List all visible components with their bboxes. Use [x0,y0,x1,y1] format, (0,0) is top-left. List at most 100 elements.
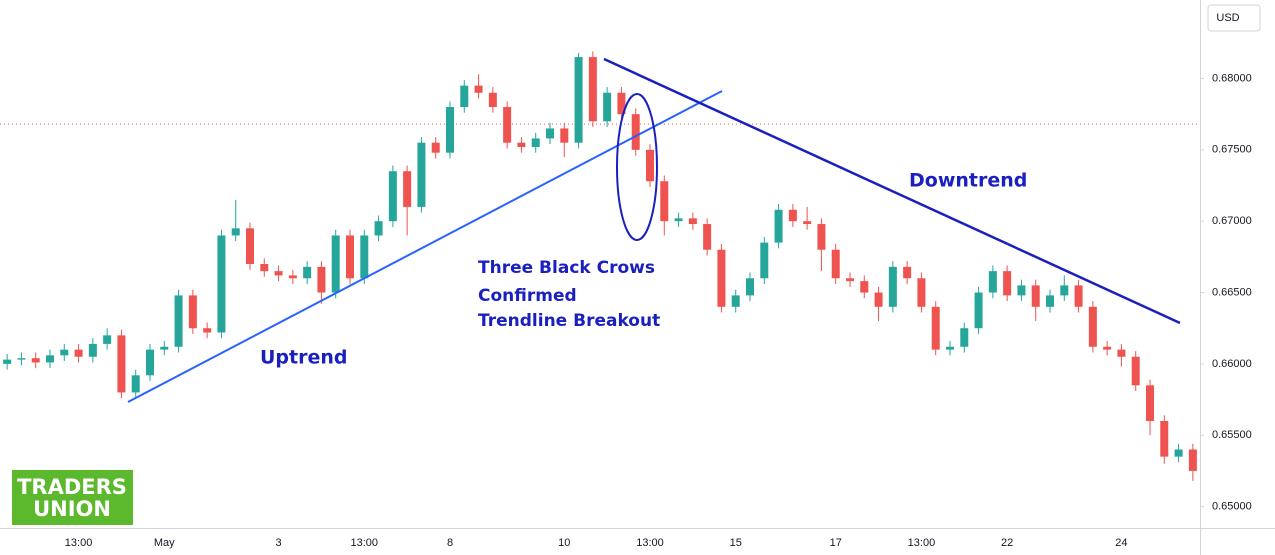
candle-body [417,142,426,207]
annotation: Trendline Breakout [478,311,660,331]
candle-body [474,85,483,93]
candle-body [1060,285,1069,296]
candle-body [974,292,983,329]
annotation: Confirmed [478,286,577,306]
candle-body [74,349,83,357]
candle-body [1117,349,1126,357]
candle-body [388,171,397,222]
candle-body [274,271,283,276]
candle-body [674,218,683,222]
annotation: Downtrend [909,170,1027,192]
logo-box [12,470,133,525]
candle-body [1131,356,1140,386]
candle-body [460,85,469,108]
candle-body [1160,420,1169,457]
candle-body [731,295,740,307]
marks: 0.65000 0.65500 0.66000 0.66500 0.67000 0.675… [0,51,1252,549]
candle-body [431,142,440,153]
candle-body [988,271,997,293]
candle-body [931,306,940,350]
candle-body [1103,346,1112,350]
candle-body [903,266,912,279]
candle-body [631,114,640,150]
candle-body [1174,449,1183,457]
x-tick-label: 3 [276,537,282,549]
candle-body [17,358,26,360]
y-tick-label: 0.66500 [1212,286,1252,298]
candle-body [317,266,326,293]
candle-body [746,278,754,296]
candle-body [946,346,954,350]
candle-body [374,221,383,236]
y-tick-label: 0.67500 [1212,144,1252,156]
candle-body [717,249,726,307]
x-tick-label: 17 [830,537,842,549]
candle-body [860,281,869,293]
candle-body [146,349,154,376]
candle-body [31,358,40,363]
x-tick-label: May [154,537,175,549]
y-tick-label: 0.68000 [1212,72,1252,84]
candle-body [288,275,297,279]
candle-body [117,335,126,393]
downtrend-line [603,57,1181,325]
logo-text: UNION [33,497,111,521]
x-tick-label: 8 [447,537,453,549]
x-tick-label: 13:00 [65,537,93,549]
candle-body [874,292,883,307]
candle-body [88,343,97,357]
candle-body [531,138,540,147]
candle-body [517,142,526,147]
candle-body [817,224,826,250]
candle-body [917,278,926,307]
candle-body [688,218,697,225]
candle-body [888,266,897,307]
candle-body [846,278,854,282]
candle-body [1188,449,1197,471]
candle-body [303,266,312,279]
candle-body [188,295,197,329]
candle-body [1003,271,1012,296]
candle-body [446,107,454,153]
candle-body [174,295,183,347]
candle-body [360,235,369,279]
candle-body [231,228,240,236]
candle-body [560,128,569,143]
candle-body [1031,285,1040,307]
candle-body [46,355,54,363]
candle-body [546,128,554,139]
candle-body [588,57,597,122]
annotation: Three Black Crows [478,258,655,278]
candle-body [203,328,212,333]
x-tick-label: 15 [730,537,742,549]
candle-body [160,346,169,350]
candle-body [488,92,497,108]
candle-body [831,249,840,279]
candle-body [1088,306,1097,347]
pattern-ellipse [616,93,658,241]
candle-body [217,235,226,333]
candle-body [760,242,769,279]
candle-body [260,264,269,272]
candle-body [803,221,812,225]
candle-body [646,149,654,182]
candle-body [617,92,626,115]
candle-body [246,228,254,264]
x-tick-label: 22 [1001,537,1013,549]
uptrend-line [127,90,723,403]
annotation: Uptrend [260,347,348,369]
y-tick-label: 0.65000 [1212,501,1252,513]
x-tick-label: 24 [1115,537,1127,549]
y-tick-label: 0.67000 [1212,215,1252,227]
candle-body [346,235,354,279]
currency: USD [1216,12,1239,24]
candle-body [603,92,612,122]
candle-body [331,235,340,293]
candle-body [503,107,512,143]
candle-body [60,349,69,356]
candle-body [131,375,140,393]
candle-body [774,209,783,243]
